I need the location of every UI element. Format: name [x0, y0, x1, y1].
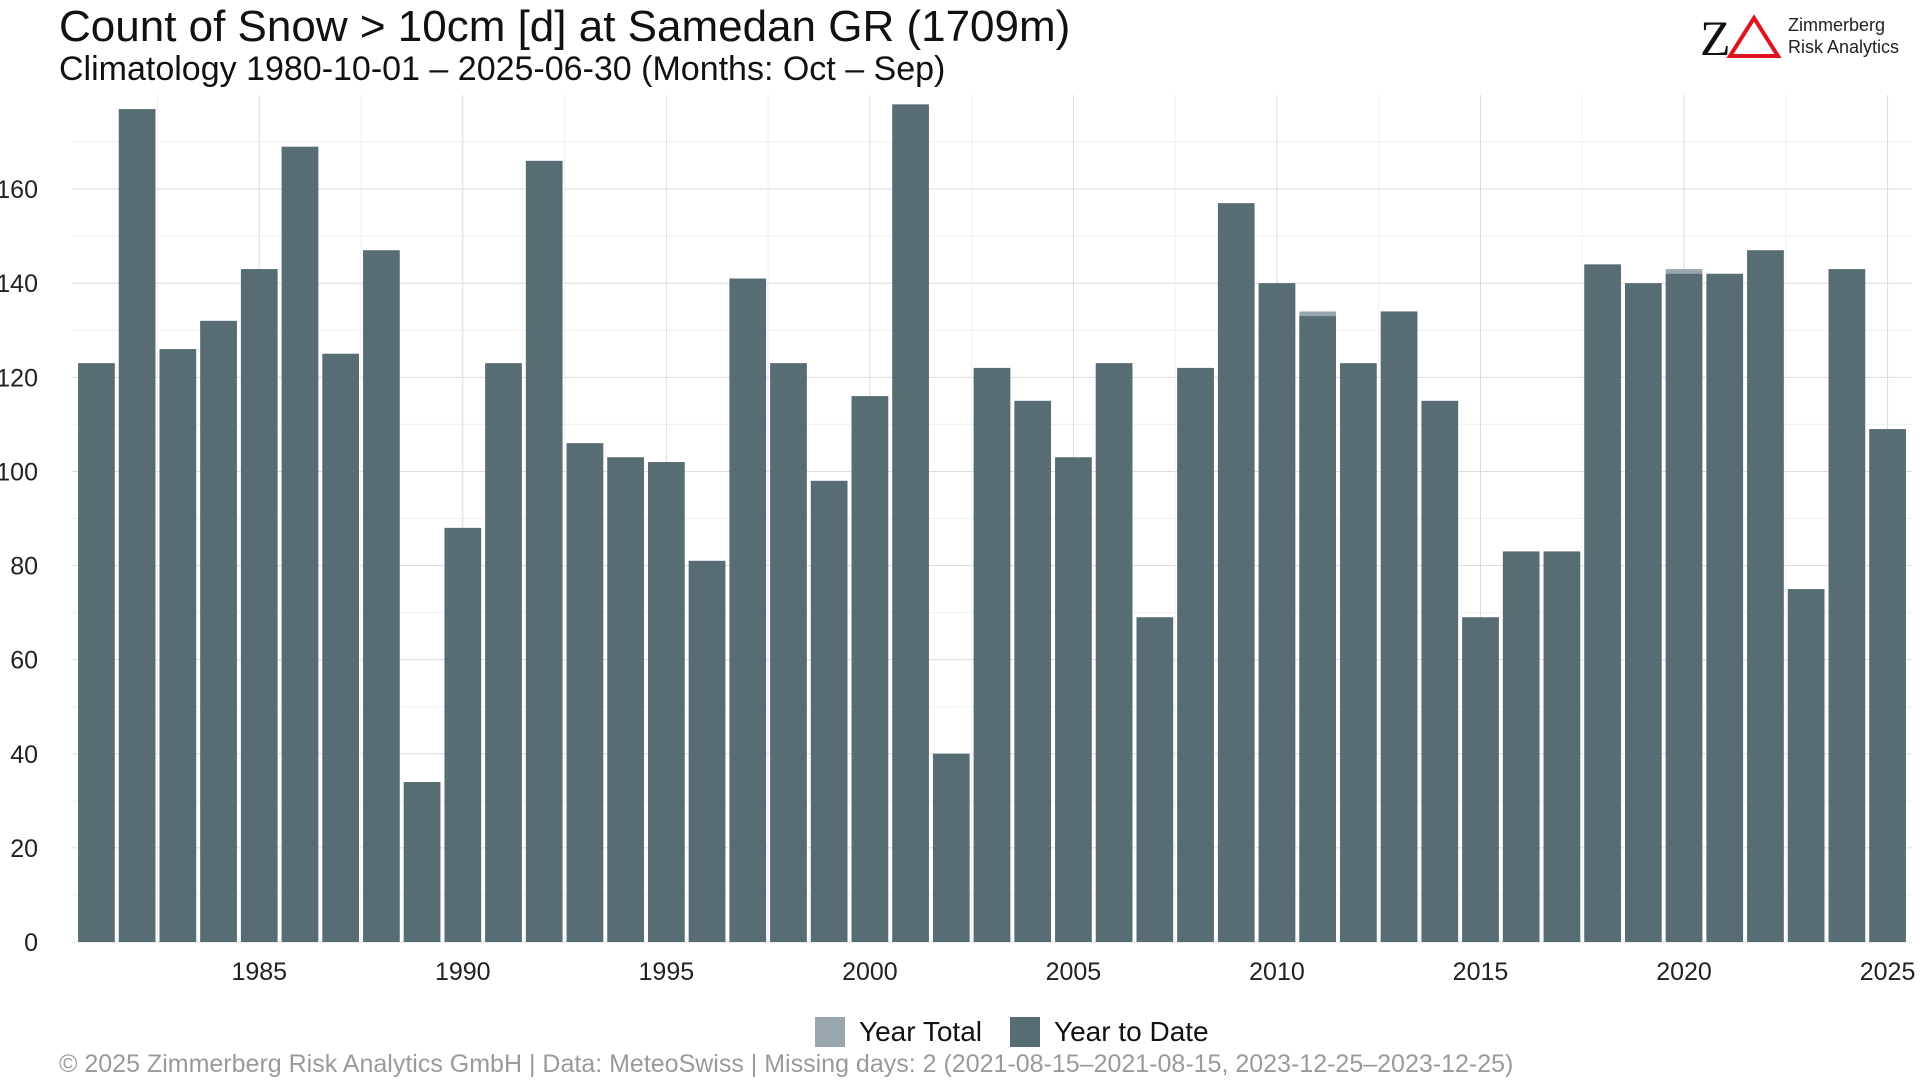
logo-mark-icon: Z: [1700, 10, 1782, 66]
bar-year-to-date-2006: [1095, 363, 1133, 942]
svg-text:Z: Z: [1700, 10, 1731, 66]
bar-year-to-date-2016: [1502, 551, 1540, 942]
x-tick-label: 2005: [1046, 958, 1102, 986]
y-tick-label: 160: [0, 176, 38, 204]
y-axis-ticks: 0 20 40 60 80 100 120 140 160: [0, 176, 38, 957]
y-tick-label: 120: [0, 364, 38, 392]
legend-item-year-to-date: Year to Date: [1010, 1016, 1209, 1048]
x-tick-label: 2015: [1453, 958, 1509, 986]
bar-year-to-date-2021: [1706, 273, 1744, 942]
bar-year-to-date-1982: [118, 109, 156, 942]
x-tick-label: 2000: [842, 958, 898, 986]
bar-year-to-date-1983: [159, 349, 197, 943]
bar-year-to-date-2002: [932, 753, 970, 942]
bar-year-to-date-2019: [1625, 283, 1662, 942]
x-tick-label: 2020: [1656, 958, 1712, 986]
y-tick-label: 40: [10, 741, 38, 769]
bar-year-to-date-2001: [892, 104, 929, 942]
y-tick-label: 80: [10, 553, 38, 581]
y-tick-label: 0: [24, 929, 38, 957]
bar-year-to-date-1994: [607, 457, 644, 942]
bar-year-to-date-1986: [281, 146, 319, 942]
x-tick-label: 2025: [1860, 958, 1916, 986]
bar-year-to-date-2009: [1217, 203, 1255, 942]
bar-year-to-date-2013: [1380, 311, 1418, 942]
x-tick-label: 1985: [231, 958, 287, 986]
bars: [78, 104, 1906, 943]
bar-year-to-date-2022: [1747, 250, 1784, 943]
bar-year-to-date-1996: [688, 560, 726, 942]
bar-year-to-date-2017: [1543, 551, 1581, 942]
logo-line-1: Zimmerberg: [1788, 15, 1886, 35]
x-axis-ticks: 1985 1990 1995 2000 2005 2010 2015 2020 2025: [231, 958, 1915, 986]
legend-item-year-total: Year Total: [815, 1016, 982, 1048]
bar-year-to-date-1999: [810, 480, 848, 942]
x-tick-label: 1995: [639, 958, 695, 986]
legend: Year Total Year to Date: [815, 1016, 1237, 1048]
bar-year-to-date-2023: [1787, 589, 1825, 942]
legend-label-year-total: Year Total: [859, 1016, 982, 1047]
x-tick-label: 1990: [435, 958, 491, 986]
bar-year-to-date-2000: [851, 396, 889, 943]
company-logo: Z Zimmerberg Risk Analytics: [1700, 8, 1910, 68]
chart-title: Count of Snow > 10cm [d] at Samedan GR (…: [59, 2, 1071, 51]
y-tick-label: 100: [0, 458, 38, 486]
bar-year-to-date-1985: [240, 269, 278, 942]
bar-year-to-date-2018: [1584, 264, 1621, 942]
x-tick-label: 2010: [1249, 958, 1305, 986]
bar-year-to-date-2010: [1258, 283, 1296, 942]
legend-label-year-to-date: Year to Date: [1054, 1016, 1209, 1047]
bar-year-to-date-2007: [1136, 617, 1174, 942]
bar-year-to-date-2015: [1462, 617, 1499, 942]
bar-year-to-date-1987: [322, 353, 359, 942]
bar-year-to-date-2012: [1340, 363, 1377, 942]
bar-year-to-date-1995: [648, 462, 685, 942]
bar-year-to-date-2008: [1177, 367, 1214, 942]
y-tick-label: 60: [10, 647, 38, 675]
bar-year-to-date-1988: [363, 250, 400, 943]
legend-swatch-year-total: [815, 1017, 845, 1047]
bar-year-to-date-2024: [1828, 269, 1866, 942]
bar-year-to-date-2020: [1665, 273, 1703, 942]
chart-subtitle: Climatology 1980-10-01 – 2025-06-30 (Mon…: [59, 50, 946, 88]
legend-swatch-year-to-date: [1010, 1017, 1040, 1047]
bar-year-to-date-1990: [444, 527, 482, 942]
bar-year-to-date-1992: [525, 160, 563, 942]
bar-year-to-date-1981: [78, 363, 115, 942]
bar-year-to-date-1989: [403, 782, 441, 942]
bar-year-to-date-1991: [485, 363, 522, 942]
bar-year-to-date-2014: [1421, 400, 1459, 943]
y-tick-label: 140: [0, 270, 38, 298]
footer-caption: © 2025 Zimmerberg Risk Analytics GmbH | …: [59, 1050, 1514, 1078]
bar-year-to-date-2005: [1055, 457, 1092, 942]
y-tick-label: 20: [10, 835, 38, 863]
bar-year-to-date-2025: [1869, 429, 1906, 942]
bar-year-to-date-1998: [770, 363, 807, 942]
bar-year-to-date-2003: [973, 367, 1011, 942]
bar-year-to-date-1984: [200, 320, 237, 942]
logo-line-2: Risk Analytics: [1788, 37, 1900, 57]
bar-year-to-date-2011: [1299, 316, 1336, 942]
bar-year-to-date-1997: [729, 278, 767, 942]
bar-year-to-date-1993: [566, 443, 604, 942]
bar-year-to-date-2004: [1014, 400, 1052, 943]
